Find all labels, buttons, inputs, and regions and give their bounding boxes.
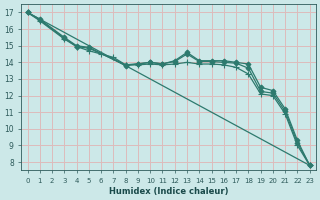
X-axis label: Humidex (Indice chaleur): Humidex (Indice chaleur) — [109, 187, 228, 196]
